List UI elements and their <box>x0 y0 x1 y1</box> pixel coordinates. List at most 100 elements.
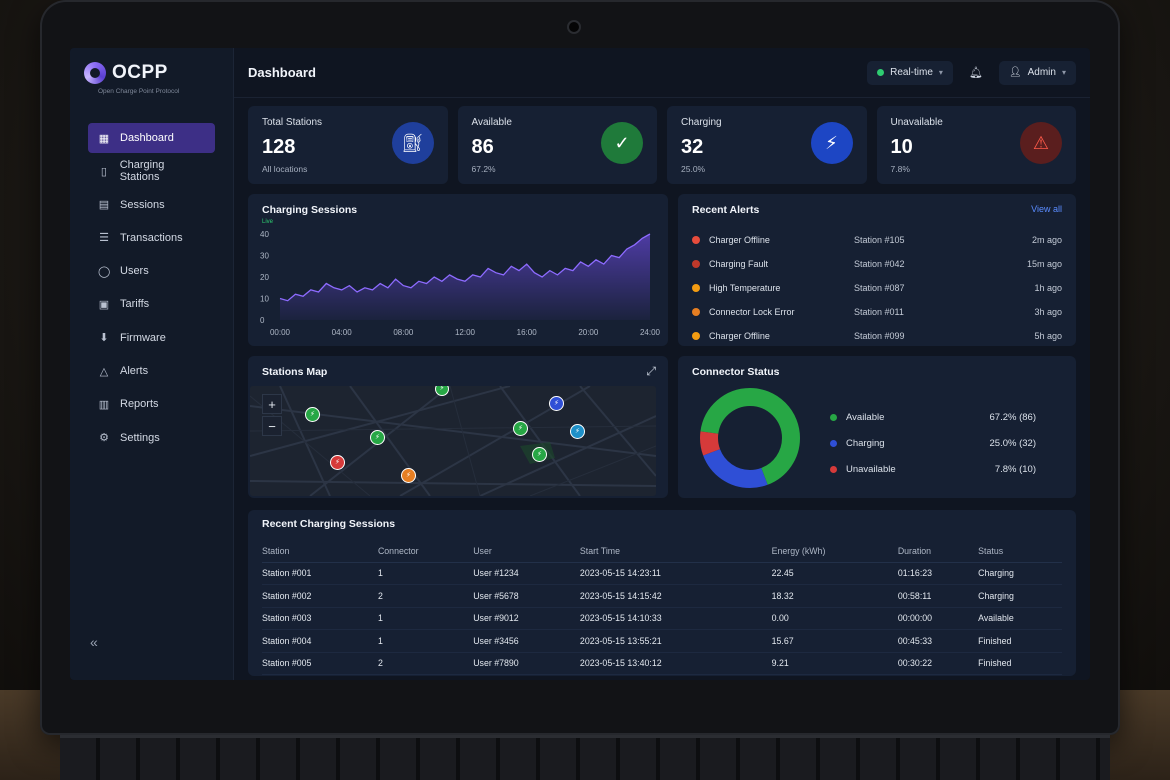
sidebar-item-label: Users <box>120 265 149 278</box>
stat-value: 10 <box>890 136 913 158</box>
collapse-sidebar-button[interactable]: « <box>90 634 98 650</box>
sidebar-item-tariffs[interactable]: ▣ Tariffs <box>88 289 215 319</box>
stat-label: Total Stations <box>262 117 323 128</box>
cell-connector: 1 <box>377 629 474 653</box>
sidebar-item-label: Dashboard <box>120 132 174 144</box>
sidebar-item-label: Settings <box>120 431 160 444</box>
alert-row[interactable]: Connector Lock Error Station #011 3h ago <box>692 300 1062 324</box>
sidebar-item-charging-stations[interactable]: ▯ Charging Stations <box>88 156 215 186</box>
stat-subtext: 67.2% <box>471 164 496 174</box>
user-menu[interactable]: 👤︎ Admin ▾ <box>998 60 1076 85</box>
stat-card-charging[interactable]: Charging 32 25.0% ⚡︎ <box>667 106 867 184</box>
column-header[interactable]: Energy (kWh) <box>771 540 898 563</box>
alert-name: Charger Offline <box>709 235 770 245</box>
main-content: Dashboard Real-time ▾ 🔔︎ 👤︎ Admin ▾ <box>234 48 1090 680</box>
cell-energy: 9.21 <box>771 652 898 675</box>
station-marker-icon[interactable]: ⚡︎ <box>570 424 585 439</box>
alert-row[interactable]: Charging Fault Station #042 15m ago <box>692 252 1062 276</box>
station-marker-icon[interactable]: ⚡︎ <box>435 386 449 396</box>
sidebar-item-dashboard[interactable]: ▦ Dashboard <box>88 123 215 153</box>
sidebar-item-alerts[interactable]: △ Alerts <box>88 356 215 386</box>
webcam <box>567 20 581 34</box>
sidebar-item-reports[interactable]: ▥ Reports <box>88 389 215 419</box>
legend-row: Charging 25.0% (32) <box>830 430 1036 456</box>
alert-row[interactable]: Charger Offline Station #105 2m ago <box>692 228 1062 252</box>
realtime-toggle[interactable]: Real-time ▾ <box>867 60 953 85</box>
table-row[interactable]: Station #001 1 User #1234 2023-05-15 14:… <box>262 562 1062 585</box>
laptop-screen: OCPP Open Charge Point Protocol ▦ Dashbo… <box>70 48 1090 680</box>
cell-energy: 15.67 <box>771 629 898 653</box>
y-tick-label: 0 <box>260 316 265 325</box>
station-marker-icon[interactable]: ⚡︎ <box>370 430 385 445</box>
alert-row[interactable]: High Temperature Station #087 1h ago <box>692 276 1062 300</box>
top-header: Dashboard Real-time ▾ 🔔︎ 👤︎ Admin ▾ <box>234 48 1090 98</box>
legend-value: 25.0% (32) <box>989 437 1036 449</box>
station-marker-icon[interactable]: ⚡︎ <box>513 421 528 436</box>
cell-duration: 00:45:33 <box>897 629 979 653</box>
view-all-alerts-link[interactable]: View all <box>1031 204 1062 214</box>
x-tick-label: 16:00 <box>517 328 538 337</box>
column-header[interactable]: Status <box>978 540 1062 563</box>
station-marker-icon[interactable]: ⚡︎ <box>401 468 416 483</box>
column-header[interactable]: Station <box>262 540 378 563</box>
station-marker-icon[interactable]: ⚡︎ <box>330 455 345 470</box>
map-zoom-in-button[interactable]: + <box>262 394 282 414</box>
cell-station: Station #001 <box>262 562 378 585</box>
y-tick-label: 30 <box>260 252 269 261</box>
cell-connector: 2 <box>377 584 474 608</box>
stat-value: 128 <box>262 136 296 158</box>
column-header[interactable]: Connector <box>377 540 474 563</box>
sidebar-item-transactions[interactable]: ☰ Transactions <box>88 223 215 253</box>
sidebar-item-sessions[interactable]: ▤ Sessions <box>88 190 215 220</box>
charging-sessions-panel: Charging Sessions Live 0 10 20 30 40 00:00 04:… <box>248 194 668 346</box>
stat-card-unavailable[interactable]: Unavailable 10 7.8% ⚠︎ <box>876 106 1076 184</box>
list-icon: ☰ <box>99 232 109 245</box>
notifications-button[interactable]: 🔔︎ <box>963 61 989 85</box>
column-header[interactable]: Start Time <box>579 540 772 563</box>
alert-status-icon <box>692 260 700 268</box>
expand-icon[interactable]: ⤢ <box>646 364 656 378</box>
table-row[interactable]: Station #005 2 User #7890 2023-05-15 13:… <box>262 652 1062 675</box>
brand[interactable]: OCPP <box>70 62 233 84</box>
sidebar-item-settings[interactable]: ⚙ Settings <box>88 423 215 453</box>
stations-map-panel: Stations Map ⤢ <box>248 356 668 498</box>
table-row[interactable]: Station #003 1 User #9012 2023-05-15 14:… <box>262 607 1062 630</box>
unavailable-dot-icon <box>830 465 837 473</box>
cell-user: User #9012 <box>473 607 580 630</box>
grid-icon: ▦ <box>98 132 110 145</box>
y-tick-label: 20 <box>260 273 269 282</box>
sidebar-item-users[interactable]: ◯ Users <box>88 256 215 286</box>
column-header[interactable]: Duration <box>897 540 979 563</box>
cell-connector: 2 <box>377 652 474 675</box>
status-badge: Finished <box>978 629 1062 653</box>
station-marker-icon[interactable]: ⚡︎ <box>549 396 564 411</box>
stations-map[interactable]: ⚡︎ ⚡︎ ⚡︎ ⚡︎ ⚡︎ ⚡︎ ⚡︎ ⚡︎ ⚡︎ + − <box>250 386 656 496</box>
cell-connector: 1 <box>377 562 474 585</box>
stat-subtext: All locations <box>262 164 308 174</box>
stat-card-available[interactable]: Available 86 67.2% ✓ <box>457 106 657 184</box>
alert-time: 15m ago <box>1026 259 1062 269</box>
cell-duration: 00:30:22 <box>897 652 979 675</box>
alert-row[interactable]: Charger Offline Station #099 5h ago <box>692 324 1062 348</box>
alert-station: Station #087 <box>854 283 905 293</box>
stat-card-total-stations[interactable]: Total Stations 128 All locations ⛽︎ <box>248 106 448 184</box>
column-header[interactable]: User <box>473 540 580 563</box>
station-marker-icon[interactable]: ⚡︎ <box>305 407 320 422</box>
donut-slice-charging <box>700 388 800 488</box>
alert-time: 1h ago <box>1034 283 1062 293</box>
cell-user: User #5678 <box>473 584 580 608</box>
bolt-icon: ⚡︎ <box>810 122 853 164</box>
alert-station: Station #042 <box>854 259 905 269</box>
sidebar-item-firmware[interactable]: ⬇ Firmware <box>88 323 215 353</box>
table-row[interactable]: Station #002 2 User #5678 2023-05-15 14:… <box>262 584 1062 608</box>
station-marker-icon[interactable]: ⚡︎ <box>532 447 547 462</box>
legend-label: Charging <box>846 437 885 449</box>
user-name: Admin <box>1027 67 1056 78</box>
cell-user: User #1234 <box>473 562 580 585</box>
gear-icon: ⚙ <box>99 432 109 445</box>
header-actions: Real-time ▾ 🔔︎ 👤︎ Admin ▾ <box>867 60 1076 85</box>
status-badge: Charging <box>978 584 1062 608</box>
map-zoom-out-button[interactable]: − <box>262 416 282 436</box>
charging-sessions-chart: 0 10 20 30 40 00:00 04:00 08:00 12:00 16:00 20:00 2… <box>260 230 660 337</box>
table-row[interactable]: Station #004 1 User #3456 2023-05-15 13:… <box>262 629 1062 653</box>
